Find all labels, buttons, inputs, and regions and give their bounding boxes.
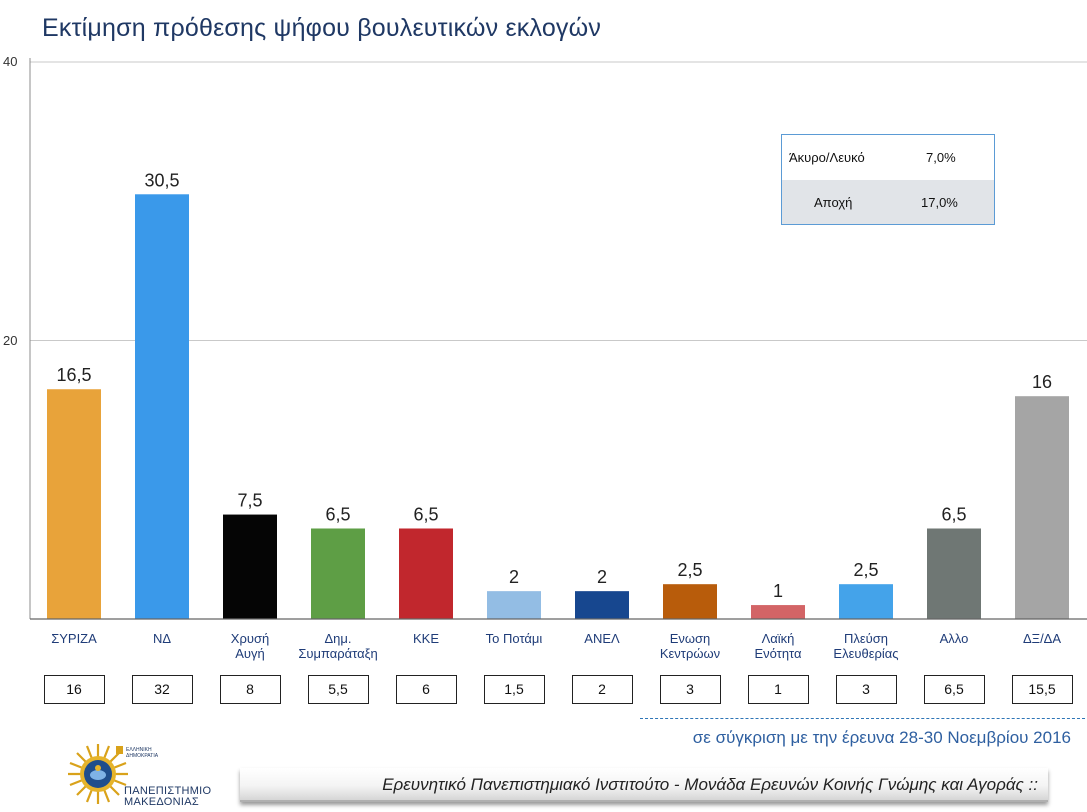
comparison-value-0: 16 <box>43 675 105 704</box>
y-tick-40: 40 <box>3 54 18 69</box>
bar-value-label-11: 16 <box>1032 372 1052 392</box>
bar-value-label-9: 2,5 <box>853 560 878 580</box>
bar-value-label-3: 6,5 <box>325 504 350 524</box>
stat-value-abstention: 17,0% <box>921 195 958 210</box>
category-label-6: ΑΝΕΛ <box>584 631 620 646</box>
stat-row-abstention: Αποχή 17,0% <box>782 180 994 224</box>
comparison-note-text: σε σύγκριση με την έρευνα 28-30 Νοεμβρίο… <box>692 728 1071 747</box>
bar-value-label-0: 16,5 <box>56 365 91 385</box>
bar-8 <box>751 605 805 619</box>
svg-text:ΔΗΜΟΚΡΑΤΙΑ: ΔΗΜΟΚΡΑΤΙΑ <box>126 753 159 759</box>
university-name-line1: ΠΑΝΕΠΙΣΤΗΜΙΟ <box>124 785 212 797</box>
comparison-value-4: 6 <box>395 675 457 704</box>
category-label-10: Αλλο <box>940 631 969 646</box>
university-seal-icon: ΕΛΛΗΝΙΚΗ ΔΗΜΟΚΡΑΤΙΑ <box>68 744 159 804</box>
category-label-1: ΝΔ <box>153 631 171 646</box>
category-label-4: ΚΚΕ <box>413 631 439 646</box>
comparison-value-5: 1,5 <box>483 675 545 704</box>
bar-10 <box>927 528 981 619</box>
stat-label-invalid: Άκυρο/Λευκό <box>789 150 865 165</box>
footer-text: Ερευνητικό Πανεπιστημιακό Ινστιτούτο - Μ… <box>382 775 1038 794</box>
bar-3 <box>311 528 365 619</box>
stat-label-abstention: Αποχή <box>814 195 853 210</box>
other-stats-box: Άκυρο/Λευκό 7,0% Αποχή 17,0% <box>781 134 995 225</box>
stat-value-invalid: 7,0% <box>926 150 956 165</box>
comparison-value-7: 3 <box>659 675 721 704</box>
chart-title: Εκτίμηση πρόθεσης ψήφου βουλευτικών εκλο… <box>42 14 602 42</box>
comparison-value-3: 5,5 <box>307 675 369 704</box>
category-label-9: Πλεύση Ελευθερίας <box>833 631 898 661</box>
bar-1 <box>135 194 189 619</box>
bar-5 <box>487 591 541 619</box>
bar-value-label-4: 6,5 <box>413 504 438 524</box>
category-label-2: Χρυσή Αυγή <box>231 631 269 661</box>
bar-0 <box>47 389 101 619</box>
bar-value-label-5: 2 <box>509 567 519 587</box>
comparison-value-6: 2 <box>571 675 633 704</box>
bar-7 <box>663 584 717 619</box>
bar-2 <box>223 514 277 619</box>
university-name-line2: ΜΑΚΕΔΟΝΙΑΣ <box>124 796 199 808</box>
category-label-3: Δημ. Συμπαράταξη <box>298 631 377 661</box>
comparison-value-9: 3 <box>835 675 897 704</box>
bar-value-label-8: 1 <box>773 581 783 601</box>
comparison-note: σε σύγκριση με την έρευνα 28-30 Νοεμβρίο… <box>640 718 1085 753</box>
category-label-0: ΣΥΡΙΖΑ <box>51 631 97 646</box>
bar-value-label-1: 30,5 <box>144 170 179 190</box>
bar-value-label-6: 2 <box>597 567 607 587</box>
bar-4 <box>399 528 453 619</box>
bar-value-label-2: 7,5 <box>237 491 262 511</box>
stat-row-invalid: Άκυρο/Λευκό 7,0% <box>782 135 994 181</box>
bar-9 <box>839 584 893 619</box>
bar-value-label-7: 2,5 <box>677 560 702 580</box>
comparison-value-11: 15,5 <box>1011 675 1073 704</box>
comparison-value-2: 8 <box>219 675 281 704</box>
category-label-5: Το Ποτάμι <box>486 631 543 646</box>
university-name: ΠΑΝΕΠΙΣΤΗΜΙΟ ΜΑΚΕΔΟΝΙΑΣ <box>124 786 211 808</box>
footer-banner: Ερευνητικό Πανεπιστημιακό Ινστιτούτο - Μ… <box>240 768 1048 802</box>
svg-text:ΕΛΛΗΝΙΚΗ: ΕΛΛΗΝΙΚΗ <box>126 747 152 753</box>
category-label-7: Ενωση Κεντρώων <box>660 631 720 661</box>
bar-value-label-10: 6,5 <box>941 504 966 524</box>
y-tick-20: 20 <box>3 333 18 348</box>
comparison-value-10: 6,5 <box>923 675 985 704</box>
bar-11 <box>1015 396 1069 619</box>
comparison-value-8: 1 <box>747 675 809 704</box>
category-label-8: Λαϊκή Ενότητα <box>754 631 802 661</box>
comparison-value-1: 32 <box>131 675 193 704</box>
bar-6 <box>575 591 629 619</box>
category-label-11: ΔΞ/ΔΑ <box>1023 631 1061 646</box>
